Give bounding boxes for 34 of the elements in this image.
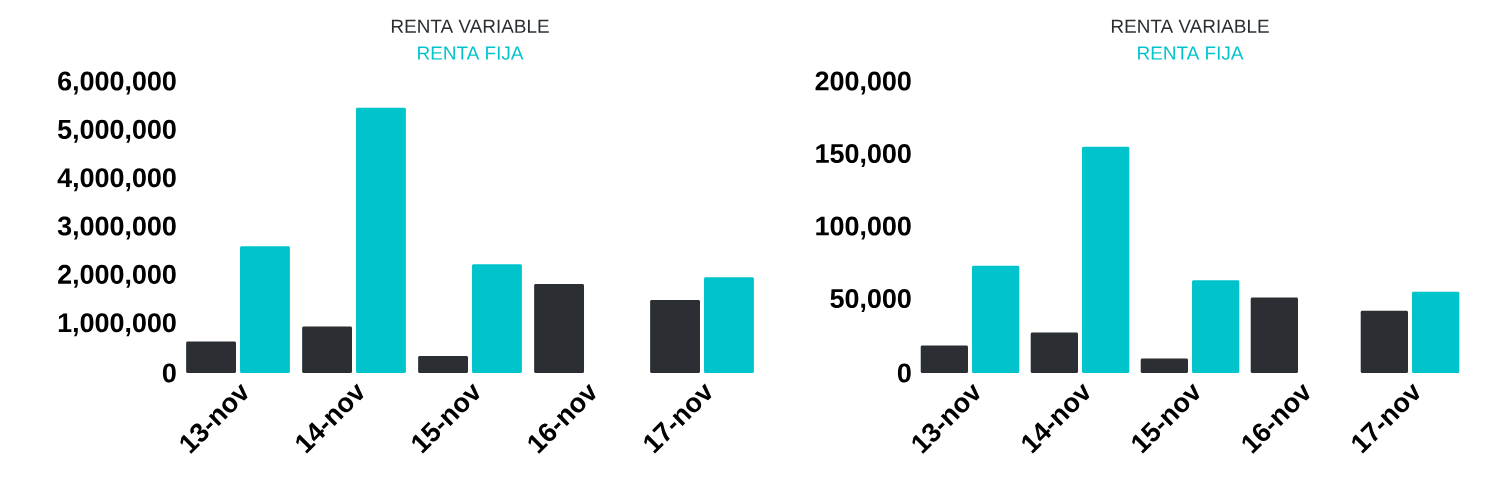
bar <box>1082 146 1130 373</box>
y-tick-label: 0 <box>897 363 911 383</box>
bar <box>704 277 754 373</box>
bar <box>1250 297 1299 373</box>
y-tick-label: 50,000 <box>830 289 911 312</box>
y-tick-label: 6,000,000 <box>58 71 176 95</box>
y-tick-label: 2,000,000 <box>58 264 176 288</box>
bar <box>1140 358 1189 373</box>
y-tick-label: 0 <box>162 363 176 383</box>
y-tick-label: 5,000,000 <box>57 119 176 143</box>
bar <box>356 107 406 373</box>
bar <box>534 284 585 373</box>
bar <box>920 345 969 373</box>
y-tick-label: 3,000,000 <box>57 216 176 240</box>
bar <box>418 356 469 373</box>
bar <box>1030 332 1079 373</box>
bar <box>1412 291 1460 373</box>
y-tick-label: 150,000 <box>816 144 911 167</box>
bar <box>302 326 353 373</box>
bar <box>650 300 701 373</box>
bar <box>472 264 522 373</box>
bar <box>972 265 1020 373</box>
y-tick-label: 100,000 <box>816 216 911 240</box>
bar <box>240 246 290 373</box>
y-tick-label: 200,000 <box>815 71 911 95</box>
text: RENTA FIJA <box>1138 46 1244 60</box>
y-tick-label: 4,000,000 <box>57 168 176 192</box>
text: RENTA VARIABLE <box>1111 19 1269 33</box>
y-tick-label: 1,000,000 <box>58 313 176 337</box>
bar <box>1192 280 1240 373</box>
text: RENTA FIJA <box>418 46 524 60</box>
bar <box>1360 310 1409 373</box>
text: RENTA VARIABLE <box>391 19 549 33</box>
bar <box>186 341 237 373</box>
